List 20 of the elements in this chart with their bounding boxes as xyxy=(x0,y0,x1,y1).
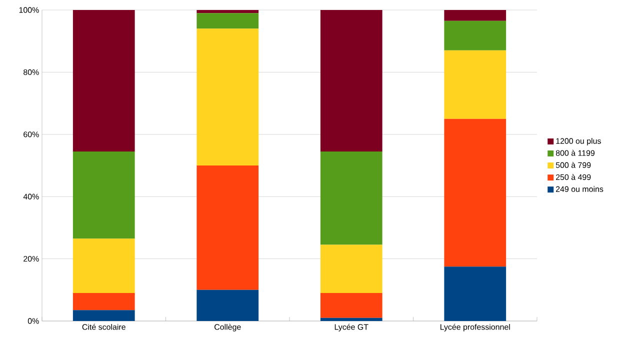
bar xyxy=(196,290,259,321)
bar xyxy=(444,20,506,50)
bar xyxy=(72,10,135,152)
bar xyxy=(320,152,382,245)
bar xyxy=(320,10,382,152)
bar xyxy=(320,318,382,321)
bar xyxy=(444,266,506,321)
bar xyxy=(320,244,382,294)
bar xyxy=(72,152,135,239)
bar xyxy=(444,10,506,21)
bar xyxy=(196,28,259,166)
bar xyxy=(72,310,135,321)
bar xyxy=(444,118,506,267)
bar xyxy=(72,293,135,310)
bar xyxy=(196,10,259,14)
bar xyxy=(320,293,382,318)
bar xyxy=(444,50,506,119)
bar xyxy=(72,238,135,294)
bar xyxy=(196,13,259,29)
bar xyxy=(196,165,259,290)
